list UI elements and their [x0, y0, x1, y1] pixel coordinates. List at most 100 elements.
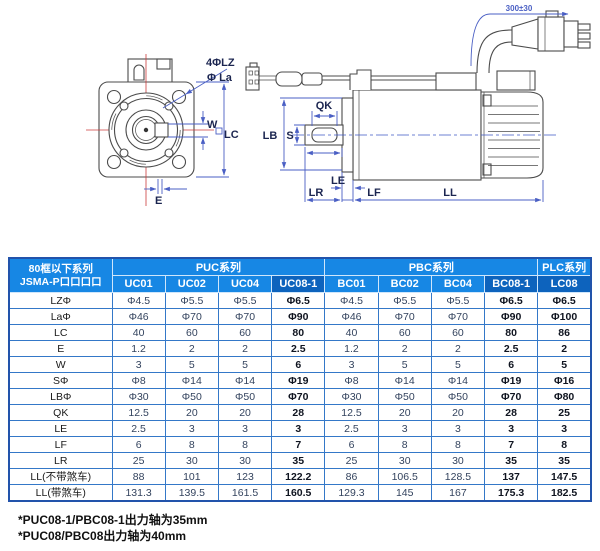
- dim-ext-s: [294, 124, 305, 146]
- column-header-uc04: UC04: [217, 275, 273, 293]
- spec-cell: 5: [537, 356, 592, 373]
- spec-cell: Φ50: [217, 388, 273, 405]
- shaft-center: [143, 127, 149, 133]
- spec-cell: Φ70: [271, 388, 326, 405]
- pilot-circle-inner: [113, 97, 179, 163]
- footnote-1: *PUC08-1/PBC08-1出力轴为35mm: [18, 513, 208, 527]
- cable-ferrule-2: [301, 72, 323, 86]
- motor-drawing-svg: 4ΦLZ Φ La W LC E: [86, 4, 591, 207]
- spec-cell: 3: [164, 420, 219, 437]
- label-lz: 4ΦLZ: [206, 57, 235, 69]
- encoder-pin: [254, 70, 259, 76]
- spec-cell: 30: [217, 452, 273, 469]
- spec-cell: Φ14: [430, 372, 486, 389]
- spec-cell: 123: [217, 468, 273, 485]
- spec-cell: 5: [164, 356, 219, 373]
- spec-row-label: LZΦ: [8, 292, 113, 309]
- spec-cell: Φ70: [164, 308, 219, 325]
- label-s: S: [286, 130, 293, 142]
- spec-cell: 35: [537, 452, 592, 469]
- spec-cell: Φ4.5: [111, 292, 166, 309]
- spec-cell: 28: [484, 404, 539, 421]
- spec-row: LBΦ Φ30 Φ50 Φ50 Φ70 Φ30 Φ50 Φ50 Φ70 Φ80: [8, 388, 592, 405]
- spec-cell: 3: [537, 420, 592, 437]
- spec-cell: 3: [217, 420, 273, 437]
- dim-ext-shaft: [304, 147, 343, 157]
- encoder-cable: [322, 75, 436, 81]
- spec-cell: 3: [430, 420, 486, 437]
- spec-cell: Φ70: [217, 308, 273, 325]
- group-header-puc: PUC系列: [111, 257, 326, 276]
- dim-ext-bottom: [304, 157, 544, 202]
- keyway-front: [154, 122, 169, 138]
- spec-cell: 129.3: [324, 484, 379, 502]
- spec-row-label: LL(带煞车): [8, 484, 113, 502]
- spec-row: LZΦ Φ4.5 Φ5.5 Φ5.5 Φ6.5 Φ4.5 Φ5.5 Φ5.5 Φ6.5 Φ6.5: [8, 292, 592, 309]
- spec-cell: 8: [164, 436, 219, 453]
- spec-cell: 5: [217, 356, 273, 373]
- label-lb: LB: [263, 130, 278, 142]
- spec-cell: 175.3: [484, 484, 539, 502]
- spec-row: LL(不带煞车) 88 101 123 122.2 86 106.5 128.5 137 147.…: [8, 468, 592, 485]
- spec-cell: 88: [111, 468, 166, 485]
- spec-cell: Φ30: [324, 388, 379, 405]
- square-symbol: [215, 127, 223, 135]
- dim-line-cable: [470, 11, 569, 67]
- pin-hole: [164, 148, 174, 158]
- connector-tip: [563, 20, 579, 48]
- spec-cell: 30: [430, 452, 486, 469]
- spec-row-label: SΦ: [8, 372, 113, 389]
- spec-cell: 131.3: [111, 484, 166, 502]
- spec-cell: Φ46: [324, 308, 379, 325]
- connector-pin: [577, 32, 591, 40]
- spec-cell: Φ14: [217, 372, 273, 389]
- spec-cell: Φ8: [111, 372, 166, 389]
- spec-cell: 2: [164, 340, 219, 357]
- spec-cell: 20: [164, 404, 219, 421]
- label-lr: LR: [309, 187, 324, 199]
- spec-cell: 20: [377, 404, 432, 421]
- spec-cell: 3: [377, 420, 432, 437]
- spec-cell: 106.5: [377, 468, 432, 485]
- bolt-hole: [106, 154, 122, 170]
- spec-cell: 147.5: [537, 468, 592, 485]
- spec-cell: 60: [164, 324, 219, 341]
- connector-pin: [577, 41, 591, 49]
- column-header-uc08-1: UC08-1: [271, 275, 326, 293]
- connector-boot: [511, 18, 539, 50]
- spec-row: LaΦ Φ46 Φ70 Φ70 Φ90 Φ46 Φ70 Φ70 Φ90 Φ100: [8, 308, 592, 325]
- dimension-drawing: 4ΦLZ Φ La W LC E: [0, 0, 600, 250]
- spec-cell: Φ5.5: [430, 292, 486, 309]
- spec-cell: 1.2: [111, 340, 166, 357]
- spec-cell: 6: [111, 436, 166, 453]
- spec-cell: Φ6.5: [537, 292, 592, 309]
- column-header-bc08-1: BC08-1: [484, 275, 539, 293]
- terminal-box-tab: [156, 58, 171, 70]
- spec-cell: Φ90: [484, 308, 539, 325]
- spec-cell: 182.5: [537, 484, 592, 502]
- encoder-wire: [259, 75, 276, 81]
- spec-table: 80框以下系列 JSMA-P口口口口 PUC系列 PBC系列 PLC系列 UC0…: [8, 257, 592, 502]
- spec-cell: 137: [484, 468, 539, 485]
- spec-cell: 35: [271, 452, 326, 469]
- spec-cell: Φ16: [537, 372, 592, 389]
- housing-clip: [482, 163, 492, 176]
- spec-cell: Φ19: [484, 372, 539, 389]
- spec-row-label: LF: [8, 436, 113, 453]
- spec-cell: Φ4.5: [324, 292, 379, 309]
- spec-cell: Φ30: [111, 388, 166, 405]
- spec-cell: 60: [430, 324, 486, 341]
- spec-cell: Φ50: [377, 388, 432, 405]
- spec-cell: 128.5: [430, 468, 486, 485]
- spec-cell: 8: [377, 436, 432, 453]
- spec-cell: 2.5: [271, 340, 326, 357]
- column-header-bc01: BC01: [324, 275, 379, 293]
- spec-cell: 35: [484, 452, 539, 469]
- spec-cell: Φ70: [430, 308, 486, 325]
- spec-cell: 167: [430, 484, 486, 502]
- spec-cell: 28: [271, 404, 326, 421]
- spec-cell: Φ70: [377, 308, 432, 325]
- column-header-uc01: UC01: [111, 275, 166, 293]
- spec-cell: Φ14: [377, 372, 432, 389]
- spec-cell: 60: [377, 324, 432, 341]
